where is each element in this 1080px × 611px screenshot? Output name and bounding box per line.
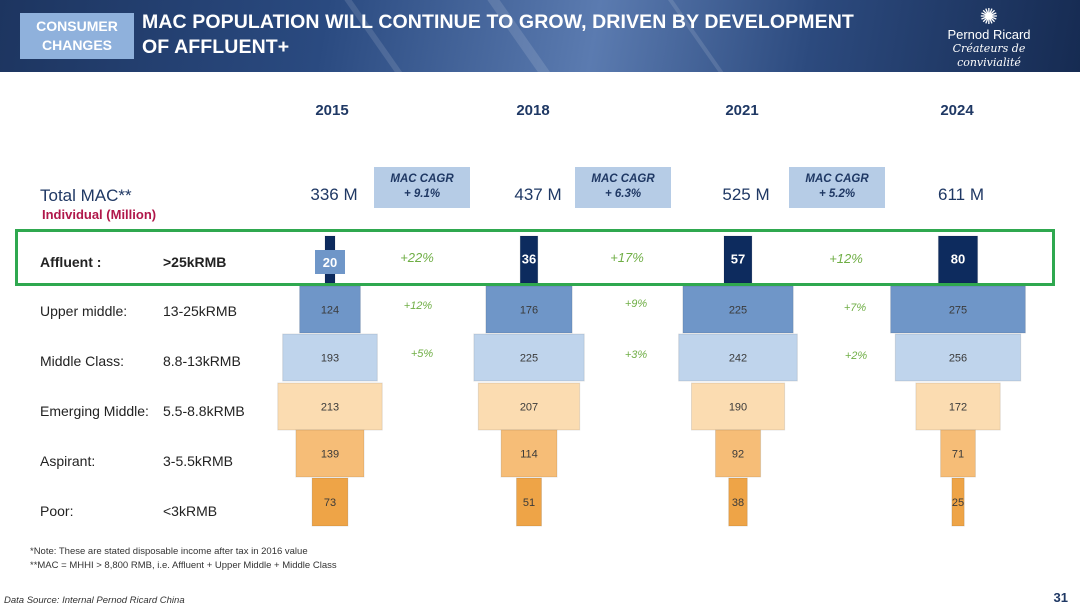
total-mac-value: 611 M xyxy=(938,185,984,204)
cagr-box: MAC CAGR + 5.2% xyxy=(789,167,885,208)
segment-range-affluent: >25kRMB xyxy=(163,254,227,270)
bar-segment xyxy=(728,477,748,527)
footnote: **MAC = MHHI > 8,800 RMB, i.e. Affluent … xyxy=(30,560,337,571)
bar-segment xyxy=(516,477,542,527)
bar-value-label: 225 xyxy=(520,353,538,365)
year-label: 2021 xyxy=(725,102,759,119)
bar-value-label: 20 xyxy=(323,255,337,270)
bar-value-label: 176 xyxy=(520,305,538,317)
bar-value-label: 190 xyxy=(729,402,747,414)
bar-value-label: 225 xyxy=(729,305,747,317)
bar-value-label: 57 xyxy=(731,252,745,267)
bar-segment xyxy=(915,382,1001,431)
year-label: 2018 xyxy=(516,102,550,119)
cagr-value: + 5.2% xyxy=(818,188,856,200)
cagr-title: MAC CAGR xyxy=(591,173,655,185)
bar-segment xyxy=(282,333,378,382)
bar-segment xyxy=(894,333,1022,382)
brand-logo: ✺ Pernod Ricard Créateurs de convivialit… xyxy=(924,6,1054,70)
bar-segment xyxy=(485,285,573,334)
bar-value-label: 73 xyxy=(324,497,336,509)
segment-range-middle-class: 8.8-13kRMB xyxy=(163,353,241,369)
bar-segment xyxy=(678,333,798,382)
bar-value-label: 139 xyxy=(321,449,339,461)
section-tag: CONSUMER CHANGES xyxy=(20,13,134,59)
page-number: 31 xyxy=(1053,590,1068,605)
header-banner: CONSUMER CHANGES MAC POPULATION WILL CON… xyxy=(0,0,1080,72)
total-mac-value: 336 M xyxy=(310,185,358,204)
segment-label-middle-class: Middle Class: xyxy=(40,353,125,369)
logo-tagline: Créateurs de convivialité xyxy=(952,42,1026,69)
data-source: Data Source: Internal Pernod Ricard Chin… xyxy=(4,595,185,606)
footnote: *Note: These are stated disposable incom… xyxy=(30,546,308,557)
growth-rate: +12% xyxy=(403,300,433,312)
cagr-box: MAC CAGR + 6.3% xyxy=(575,167,671,208)
growth-rate: +5% xyxy=(410,348,434,360)
bar-value-label: 256 xyxy=(949,353,967,365)
bar-segment xyxy=(691,382,786,431)
value-chip xyxy=(315,250,345,274)
growth-rate: +3% xyxy=(624,349,648,361)
bar-segment xyxy=(715,429,762,478)
bar-value-label: 213 xyxy=(321,402,339,414)
bar-value-label: 114 xyxy=(520,449,538,461)
segment-range-poor: <3kRMB xyxy=(163,503,218,519)
bar-segment xyxy=(299,285,361,334)
cagr-value: + 6.3% xyxy=(604,188,642,200)
bar-segment xyxy=(937,235,979,284)
bar-value-label: 242 xyxy=(729,353,747,365)
slide-title: MAC POPULATION WILL CONTINUE TO GROW, DR… xyxy=(142,11,854,58)
growth-rate: +17% xyxy=(610,250,644,265)
bar-segment xyxy=(951,477,965,527)
segment-range-aspirant: 3-5.5kRMB xyxy=(163,453,234,469)
bar-value-label: 25 xyxy=(952,497,964,509)
total-mac-value: 525 M xyxy=(722,185,770,204)
segment-label-poor: Poor: xyxy=(40,503,74,519)
unit-label: Individual (Million) xyxy=(42,207,157,222)
total-mac-value: 437 M xyxy=(514,185,562,204)
year-label: 2024 xyxy=(940,102,974,119)
bar-value-label: 275 xyxy=(949,305,967,317)
bar-value-label: 92 xyxy=(732,449,744,461)
bar-value-label: 71 xyxy=(952,449,964,461)
growth-rate: +2% xyxy=(844,350,868,362)
bar-value-label: 51 xyxy=(523,497,535,509)
growth-rate: +12% xyxy=(829,251,863,266)
year-label: 2015 xyxy=(315,102,349,119)
bar-segment xyxy=(940,429,976,478)
segment-range-emerging-middle: 5.5-8.8kRMB xyxy=(163,403,245,419)
cagr-value: + 9.1% xyxy=(403,188,441,200)
bar-value-label: 36 xyxy=(522,252,536,267)
bar-value-label: 207 xyxy=(520,402,538,414)
bar-value-label: 124 xyxy=(321,305,339,317)
bar-value-label: 38 xyxy=(732,497,744,509)
segment-range-upper-middle: 13-25kRMB xyxy=(163,303,237,319)
bar-value-label: 80 xyxy=(951,252,965,267)
bar-segment xyxy=(890,285,1026,334)
cagr-title: MAC CAGR xyxy=(805,173,869,185)
bar-segment xyxy=(500,429,558,478)
bar-segment xyxy=(477,382,581,431)
logo-star-icon: ✺ xyxy=(979,4,999,29)
segment-label-upper-middle: Upper middle: xyxy=(40,303,128,319)
bar-value-label: 193 xyxy=(321,353,339,365)
affluent-highlight-frame xyxy=(15,229,1055,286)
total-mac-label: Total MAC** xyxy=(40,186,132,205)
cagr-title: MAC CAGR xyxy=(390,173,454,185)
bar-segment xyxy=(682,285,794,334)
growth-rate: +9% xyxy=(624,298,648,310)
logo-name: Pernod Ricard xyxy=(947,27,1031,42)
cagr-box: MAC CAGR + 9.1% xyxy=(374,167,470,208)
bar-segment xyxy=(311,477,349,527)
bar-segment xyxy=(473,333,585,382)
segment-label-affluent: Affluent : xyxy=(40,254,102,270)
growth-rate: +22% xyxy=(400,250,434,265)
segment-label-emerging-middle: Emerging Middle: xyxy=(40,403,149,419)
bar-segment xyxy=(295,429,365,478)
bar-value-label: 172 xyxy=(949,402,967,414)
growth-rate: +7% xyxy=(843,302,867,314)
bar-segment xyxy=(277,382,383,431)
segment-label-aspirant: Aspirant: xyxy=(40,453,96,469)
